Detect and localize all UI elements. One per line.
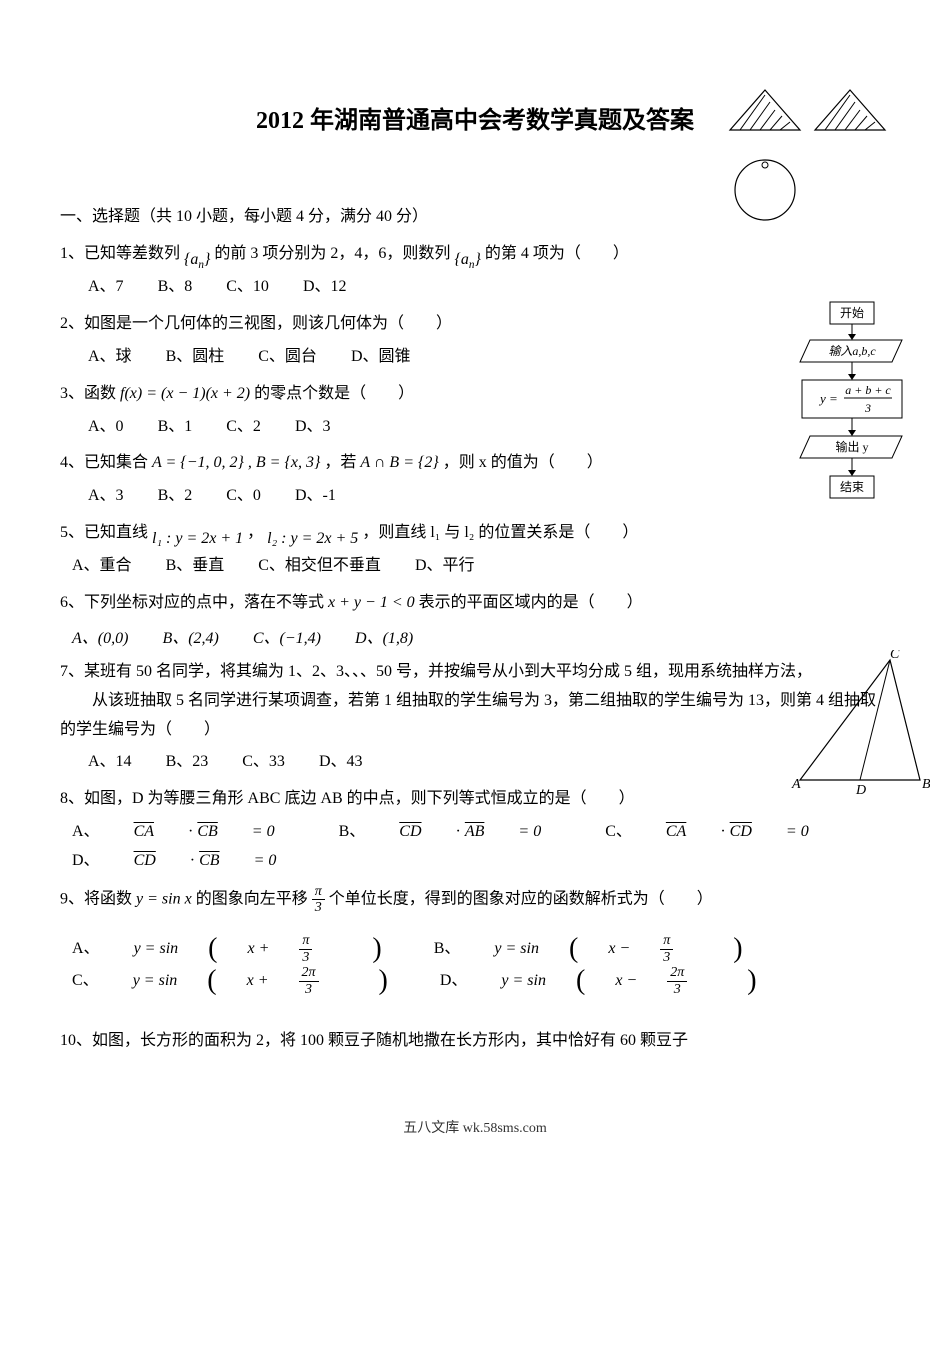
q4-stem-pre: 4、已知集合 — [60, 454, 152, 471]
q8-opt-b: B、 CD · AB = 0 — [339, 818, 572, 847]
q3-opt-c: C、2 — [226, 413, 261, 442]
q2-opt-c: C、圆台 — [258, 343, 317, 372]
q8-opt-c: C、 CA · CD = 0 — [605, 818, 839, 847]
q6-opt-a: A、(0,0) — [72, 625, 128, 654]
tri-C: C — [890, 650, 900, 662]
q3-stem-pre: 3、函数 — [60, 385, 120, 402]
q7-options: A、14 B、23 C、33 D、43 — [88, 748, 890, 777]
q10-stem: 10、如图，长方形的面积为 2，将 100 颗豆子随机地撒在长方形内，其中恰好有… — [60, 1027, 890, 1056]
q1-seq-2: {an} — [454, 251, 480, 268]
q9-opt-b: B、 y = sin(x − π3) — [434, 933, 773, 965]
q8-stem: 8、如图，D 为等腰三角形 ABC 底边 AB 的中点，则下列等式恒成立的是（ … — [60, 785, 890, 814]
q1-opt-b: B、8 — [158, 273, 193, 302]
question-4: 4、已知集合 A = {−1, 0, 2} , B = {x, 3} ，若 A … — [60, 449, 890, 511]
q3-opt-a: A、0 — [88, 413, 124, 442]
three-view-figure — [720, 80, 900, 251]
q7-line2: 从该班抽取 5 名同学进行某项调查，若第 1 组抽取的学生编号为 3，第二组抽取… — [60, 687, 890, 745]
q4-opt-c: C、0 — [226, 482, 261, 511]
q4-opt-a: A、3 — [88, 482, 124, 511]
q7-opt-a: A、14 — [88, 748, 132, 777]
q9-fn: y = sin x — [136, 890, 192, 907]
q3-opt-b: B、1 — [158, 413, 193, 442]
q2-options: A、球 B、圆柱 C、圆台 D、圆锥 — [88, 343, 890, 372]
q3-options: A、0 B、1 C、2 D、3 — [88, 413, 890, 442]
tri-B: B — [922, 777, 930, 792]
q8-options: A、 CA · CB = 0 B、 CD · AB = 0 C、 CA · CD… — [72, 818, 890, 876]
q5-sep: ， — [247, 524, 263, 541]
q2-opt-b: B、圆柱 — [166, 343, 225, 372]
q5-stem-post: ，则直线 l₁ 与 l₂ 的位置关系是（ ） — [362, 524, 638, 541]
q1-stem-post: 的第 4 项为（ ） — [485, 245, 629, 262]
question-10: 10、如图，长方形的面积为 2，将 100 颗豆子随机地撒在长方形内，其中恰好有… — [60, 1027, 890, 1056]
q9-opt-a: A、 y = sin(x + π3) — [72, 933, 412, 965]
q6-opt-b: B、(2,4) — [162, 625, 218, 654]
q4-opt-d: D、-1 — [295, 482, 336, 511]
q4-stem-post: ，则 x 的值为（ ） — [443, 454, 603, 471]
q6-opt-d: D、(1,8) — [355, 625, 413, 654]
q7-opt-b: B、23 — [166, 748, 209, 777]
q9-options: A、 y = sin(x + π3) B、 y = sin(x − π3) C、… — [72, 933, 890, 997]
q2-opt-d: D、圆锥 — [351, 343, 411, 372]
q5-opt-a: A、重合 — [72, 552, 132, 581]
q1-opt-d: D、12 — [303, 273, 347, 302]
q9-opt-c: C、 y = sin(x + 2π3) — [72, 965, 418, 997]
q1-seq-1: {an} — [184, 251, 210, 268]
q1-stem-pre: 1、已知等差数列 — [60, 245, 180, 262]
question-6: 6、下列坐标对应的点中，落在不等式 x + y − 1 < 0 表示的平面区域内… — [60, 589, 890, 651]
question-5: 5、已知直线 l₁ : y = 2x + 1 ， l₂ : y = 2x + 5… — [60, 519, 890, 581]
question-1: 1、已知等差数列 {an} 的前 3 项分别为 2，4，6，则数列 {an} 的… — [60, 240, 890, 302]
q4-A: A = {−1, 0, 2} — [152, 454, 244, 471]
q6-options: A、(0,0) B、(2,4) C、(−1,4) D、(1,8) — [72, 621, 890, 650]
q5-opt-b: B、垂直 — [166, 552, 225, 581]
q9-opt-d: D、 y = sin(x − 2π3) — [440, 965, 787, 997]
q1-opt-c: C、10 — [226, 273, 269, 302]
q9-stem-post: 个单位长度，得到的图象对应的函数解析式为（ ） — [329, 890, 713, 907]
question-7: 7、某班有 50 名同学，将其编为 1、2、3、、、50 号，并按编号从小到大平… — [60, 658, 890, 777]
q5-stem-pre: 5、已知直线 — [60, 524, 148, 541]
q1-stem-mid: 的前 3 项分别为 2，4，6，则数列 — [214, 245, 450, 262]
question-3: 3、函数 f(x) = (x − 1)(x + 2) 的零点个数是（ ） A、0… — [60, 380, 890, 442]
q4-inter: A ∩ B = {2} — [360, 454, 438, 471]
page-footer: 五八文库 wk.58sms.com — [60, 1116, 890, 1141]
question-9: 9、将函数 y = sin x 的图象向左平移 π 3 个单位长度，得到的图象对… — [60, 884, 890, 997]
q6-stem-post: 表示的平面区域内的是（ ） — [419, 594, 643, 611]
q4-opt-b: B、2 — [158, 482, 193, 511]
q3-opt-d: D、3 — [295, 413, 331, 442]
q5-l2: l₂ : y = 2x + 5 — [267, 530, 358, 547]
q2-opt-a: A、球 — [88, 343, 132, 372]
q6-stem-pre: 6、下列坐标对应的点中，落在不等式 — [60, 594, 328, 611]
content-region: 2012 年湖南普通高中会考数学真题及答案 一、选择题（共 10 小题，每小题 … — [60, 100, 890, 1056]
q8-opt-d: D、 CD · CB = 0 — [72, 847, 306, 876]
q3-stem-post: 的零点个数是（ ） — [254, 385, 414, 402]
q4-stem-mid: ，若 — [324, 454, 360, 471]
q5-opt-d: D、平行 — [415, 552, 475, 581]
q6-math: x + y − 1 < 0 — [328, 594, 415, 611]
q1-options: A、7 B、8 C、10 D、12 — [88, 273, 890, 302]
q1-opt-a: A、7 — [88, 273, 124, 302]
q7-opt-d: D、43 — [319, 748, 363, 777]
q3-math: f(x) = (x − 1)(x + 2) — [120, 385, 250, 402]
q2-stem: 2、如图是一个几何体的三视图，则该几何体为（ ） — [60, 310, 890, 339]
q7-line1: 7、某班有 50 名同学，将其编为 1、2、3、、、50 号，并按编号从小到大平… — [60, 658, 890, 687]
q4-B: , B = {x, 3} — [248, 454, 320, 471]
question-2: 2、如图是一个几何体的三视图，则该几何体为（ ） A、球 B、圆柱 C、圆台 D… — [60, 310, 890, 372]
question-8: 8、如图，D 为等腰三角形 ABC 底边 AB 的中点，则下列等式恒成立的是（ … — [60, 785, 890, 875]
q6-opt-c: C、(−1,4) — [253, 625, 321, 654]
q4-options: A、3 B、2 C、0 D、-1 — [88, 482, 890, 511]
q7-opt-c: C、33 — [242, 748, 285, 777]
q5-l1: l₁ : y = 2x + 1 — [152, 530, 243, 547]
q9-amt-frac: π 3 — [312, 884, 325, 916]
q5-opt-c: C、相交但不垂直 — [258, 552, 381, 581]
q5-options: A、重合 B、垂直 C、相交但不垂直 D、平行 — [72, 552, 890, 581]
q8-opt-a: A、 CA · CB = 0 — [72, 818, 305, 847]
q9-stem-mid: 的图象向左平移 — [196, 890, 312, 907]
q9-stem-pre: 9、将函数 — [60, 890, 136, 907]
